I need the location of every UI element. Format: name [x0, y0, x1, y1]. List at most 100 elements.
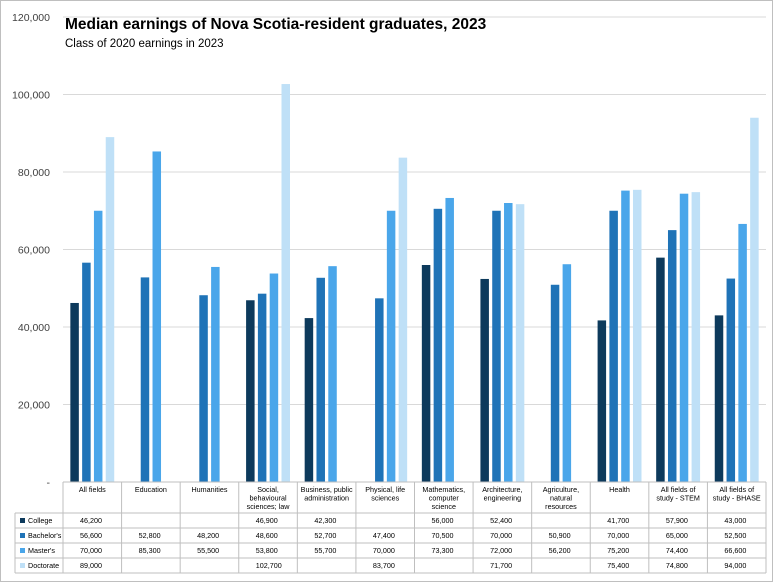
bar-bachelor-s-4 — [316, 277, 325, 482]
chart-subtitle: Class of 2020 earnings in 2023 — [65, 38, 224, 50]
category-label-line: study - BHASE — [713, 494, 761, 503]
category-label: Business, public administration — [301, 485, 353, 503]
bar-master-s-0 — [93, 210, 103, 482]
bar-doctorate-9 — [632, 189, 642, 482]
legend-key-master-s — [20, 548, 25, 553]
bar-master-s-8 — [562, 264, 572, 482]
data-label: 56,200 — [549, 546, 571, 555]
bar-bachelor-s-5 — [375, 298, 384, 482]
data-label: 75,200 — [607, 546, 629, 555]
bar-bachelor-s-8 — [550, 284, 560, 482]
bar-bachelor-s-6 — [433, 208, 443, 482]
data-label: 70,000 — [607, 531, 629, 540]
bar-doctorate-5 — [398, 157, 408, 482]
y-tick-label: 100,000 — [12, 90, 50, 102]
bar-master-s-4 — [328, 266, 337, 482]
data-label: 70,000 — [490, 531, 512, 540]
bar-doctorate-7 — [515, 204, 525, 482]
data-label: 52,500 — [724, 531, 746, 540]
data-label: 56,000 — [432, 516, 454, 525]
bar-master-s-6 — [445, 197, 454, 482]
data-label: 46,900 — [256, 516, 278, 525]
bar-college-6 — [421, 265, 431, 482]
bar-master-s-7 — [504, 203, 513, 482]
data-label: 57,900 — [666, 516, 688, 525]
category-label-line: sciences — [371, 494, 399, 503]
data-label: 74,400 — [666, 546, 688, 555]
data-label: 66,600 — [724, 546, 746, 555]
data-label: 42,300 — [314, 516, 336, 525]
data-label: 72,000 — [490, 546, 512, 555]
data-label: 52,800 — [139, 531, 161, 540]
bar-college-3 — [246, 300, 255, 482]
bar-master-s-3 — [269, 273, 279, 482]
legend-label: Bachelor's — [28, 531, 62, 540]
category-label: All fields of study - STEM — [656, 485, 700, 503]
bar-doctorate-0 — [105, 137, 115, 482]
data-label: 73,300 — [432, 546, 454, 555]
legend-key-bachelor-s — [20, 533, 25, 538]
category-label: Social, behavioural sciences; law — [247, 485, 291, 511]
data-label: 55,700 — [314, 546, 336, 555]
data-label: 85,300 — [139, 546, 161, 555]
data-label: 53,800 — [256, 546, 278, 555]
bar-bachelor-s-9 — [609, 210, 618, 482]
bar-college-0 — [70, 302, 79, 482]
bar-master-s-11 — [738, 223, 747, 483]
category-label-line: All fields of — [719, 485, 754, 494]
legend-label: Doctorate — [28, 561, 59, 570]
data-label: 55,500 — [197, 546, 219, 555]
legend-label: College — [28, 516, 52, 525]
bar-doctorate-3 — [281, 84, 290, 482]
category-label-line: Agriculture, — [543, 485, 579, 494]
y-tick-label: 20,000 — [18, 400, 50, 412]
legend-key-doctorate — [20, 563, 25, 568]
bar-doctorate-11 — [750, 117, 759, 482]
category-label-line: study - STEM — [656, 494, 700, 503]
data-label: 94,000 — [724, 561, 746, 570]
data-label: 47,400 — [373, 531, 395, 540]
data-label: 102,700 — [256, 561, 282, 570]
data-label: 83,700 — [373, 561, 395, 570]
data-label: 75,400 — [607, 561, 629, 570]
bar-doctorate-10 — [691, 192, 701, 482]
data-label: 41,700 — [607, 516, 629, 525]
data-label: 71,700 — [490, 561, 512, 570]
category-label-line: Health — [609, 485, 630, 494]
bar-bachelor-s-10 — [667, 230, 677, 482]
legend-key-college — [20, 518, 25, 523]
legend-label: Master's — [28, 546, 55, 555]
category-label: All fields — [79, 485, 106, 494]
category-label-line: Business, public — [301, 485, 353, 494]
chart-title: Median earnings of Nova Scotia-resident … — [65, 16, 487, 33]
category-label-line: Education — [135, 485, 167, 494]
bar-bachelor-s-7 — [492, 210, 501, 482]
data-label: 74,800 — [666, 561, 688, 570]
data-label: 46,200 — [80, 516, 102, 525]
y-tick-label: 120,000 — [12, 12, 50, 24]
data-label: 52,700 — [314, 531, 336, 540]
bars — [70, 84, 759, 483]
category-label-line: natural — [550, 494, 572, 503]
data-table: All fields Education Humanities Social, beha… — [14, 481, 767, 574]
category-label-line: Mathematics, — [422, 485, 465, 494]
category-label: Architecture, engineering — [482, 485, 522, 503]
bar-master-s-2 — [211, 266, 220, 482]
bar-college-9 — [597, 320, 607, 482]
data-label: 43,000 — [724, 516, 746, 525]
y-tick-label: 60,000 — [18, 245, 50, 257]
category-label: Agriculture, natural resources — [543, 485, 579, 511]
category-label-line: behavioural — [249, 494, 287, 503]
category-label-line: All fields of — [661, 485, 696, 494]
data-label: 70,500 — [432, 531, 454, 540]
category-label: All fields of study - BHASE — [713, 485, 761, 503]
category-label-line: resources — [545, 502, 577, 511]
bar-master-s-9 — [621, 190, 630, 482]
bar-master-s-1 — [152, 151, 162, 482]
bar-bachelor-s-3 — [257, 293, 267, 482]
y-tick-label: 80,000 — [18, 167, 50, 179]
bar-bachelor-s-11 — [726, 278, 736, 482]
category-label-line: Social, — [257, 485, 279, 494]
category-label-line: computer — [429, 494, 460, 503]
y-tick-label: 40,000 — [18, 322, 50, 334]
